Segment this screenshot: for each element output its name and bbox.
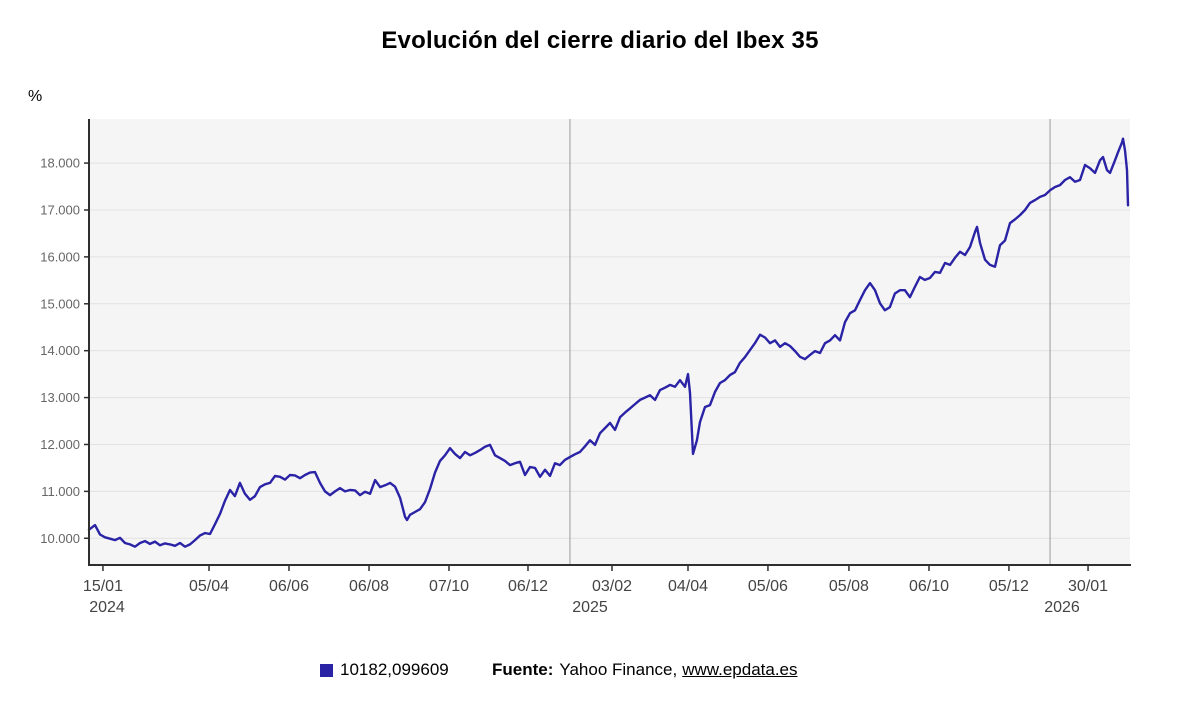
series-line [87, 137, 1130, 548]
x-axis-labels: 15/01 05/04 06/06 06/08 07/10 06/12 03/02 04/04… [83, 566, 1108, 616]
y-axis-labels: 10.000 11.000 12.000 13.000 14.000 15.000 16.0… [40, 156, 89, 546]
plot-area [90, 119, 1130, 565]
svg-text:06/12: 06/12 [508, 578, 548, 595]
y-axis-unit-label: % [28, 88, 43, 105]
svg-text:14.000: 14.000 [40, 343, 80, 358]
source-label: Fuente: [492, 660, 554, 679]
source-text: Yahoo Finance, [559, 660, 678, 679]
legend-item[interactable]: 10182,099609 [320, 660, 449, 680]
svg-text:2025: 2025 [572, 599, 608, 616]
svg-text:06/08: 06/08 [349, 578, 389, 595]
svg-text:10.000: 10.000 [40, 531, 80, 546]
legend-label: 10182,099609 [340, 660, 449, 679]
svg-text:07/10: 07/10 [429, 578, 469, 595]
svg-text:30/01: 30/01 [1068, 578, 1108, 595]
svg-text:2026: 2026 [1044, 599, 1080, 616]
svg-text:06/10: 06/10 [909, 578, 949, 595]
svg-text:18.000: 18.000 [40, 156, 80, 171]
svg-text:04/04: 04/04 [668, 578, 708, 595]
svg-text:06/06: 06/06 [269, 578, 309, 595]
legend-swatch-icon [320, 663, 333, 677]
svg-text:16.000: 16.000 [40, 249, 80, 264]
svg-text:15.000: 15.000 [40, 296, 80, 311]
svg-text:05/12: 05/12 [989, 578, 1029, 595]
svg-text:12.000: 12.000 [40, 437, 80, 452]
svg-text:05/04: 05/04 [189, 578, 229, 595]
page-title: Evolución del cierre diario del Ibex 35 [381, 27, 819, 54]
svg-text:2024: 2024 [89, 599, 125, 616]
svg-text:03/02: 03/02 [592, 578, 632, 595]
svg-text:05/08: 05/08 [829, 578, 869, 595]
svg-text:13.000: 13.000 [40, 390, 80, 405]
svg-text:05/06: 05/06 [748, 578, 788, 595]
svg-text:11.000: 11.000 [41, 484, 80, 499]
source-line: Fuente: Yahoo Finance, www.epdata.es [492, 660, 798, 680]
epdata-link[interactable]: www.epdata.es [682, 660, 798, 679]
svg-text:17.000: 17.000 [40, 202, 80, 217]
svg-text:15/01: 15/01 [83, 578, 123, 595]
gridlines [90, 162, 1130, 539]
